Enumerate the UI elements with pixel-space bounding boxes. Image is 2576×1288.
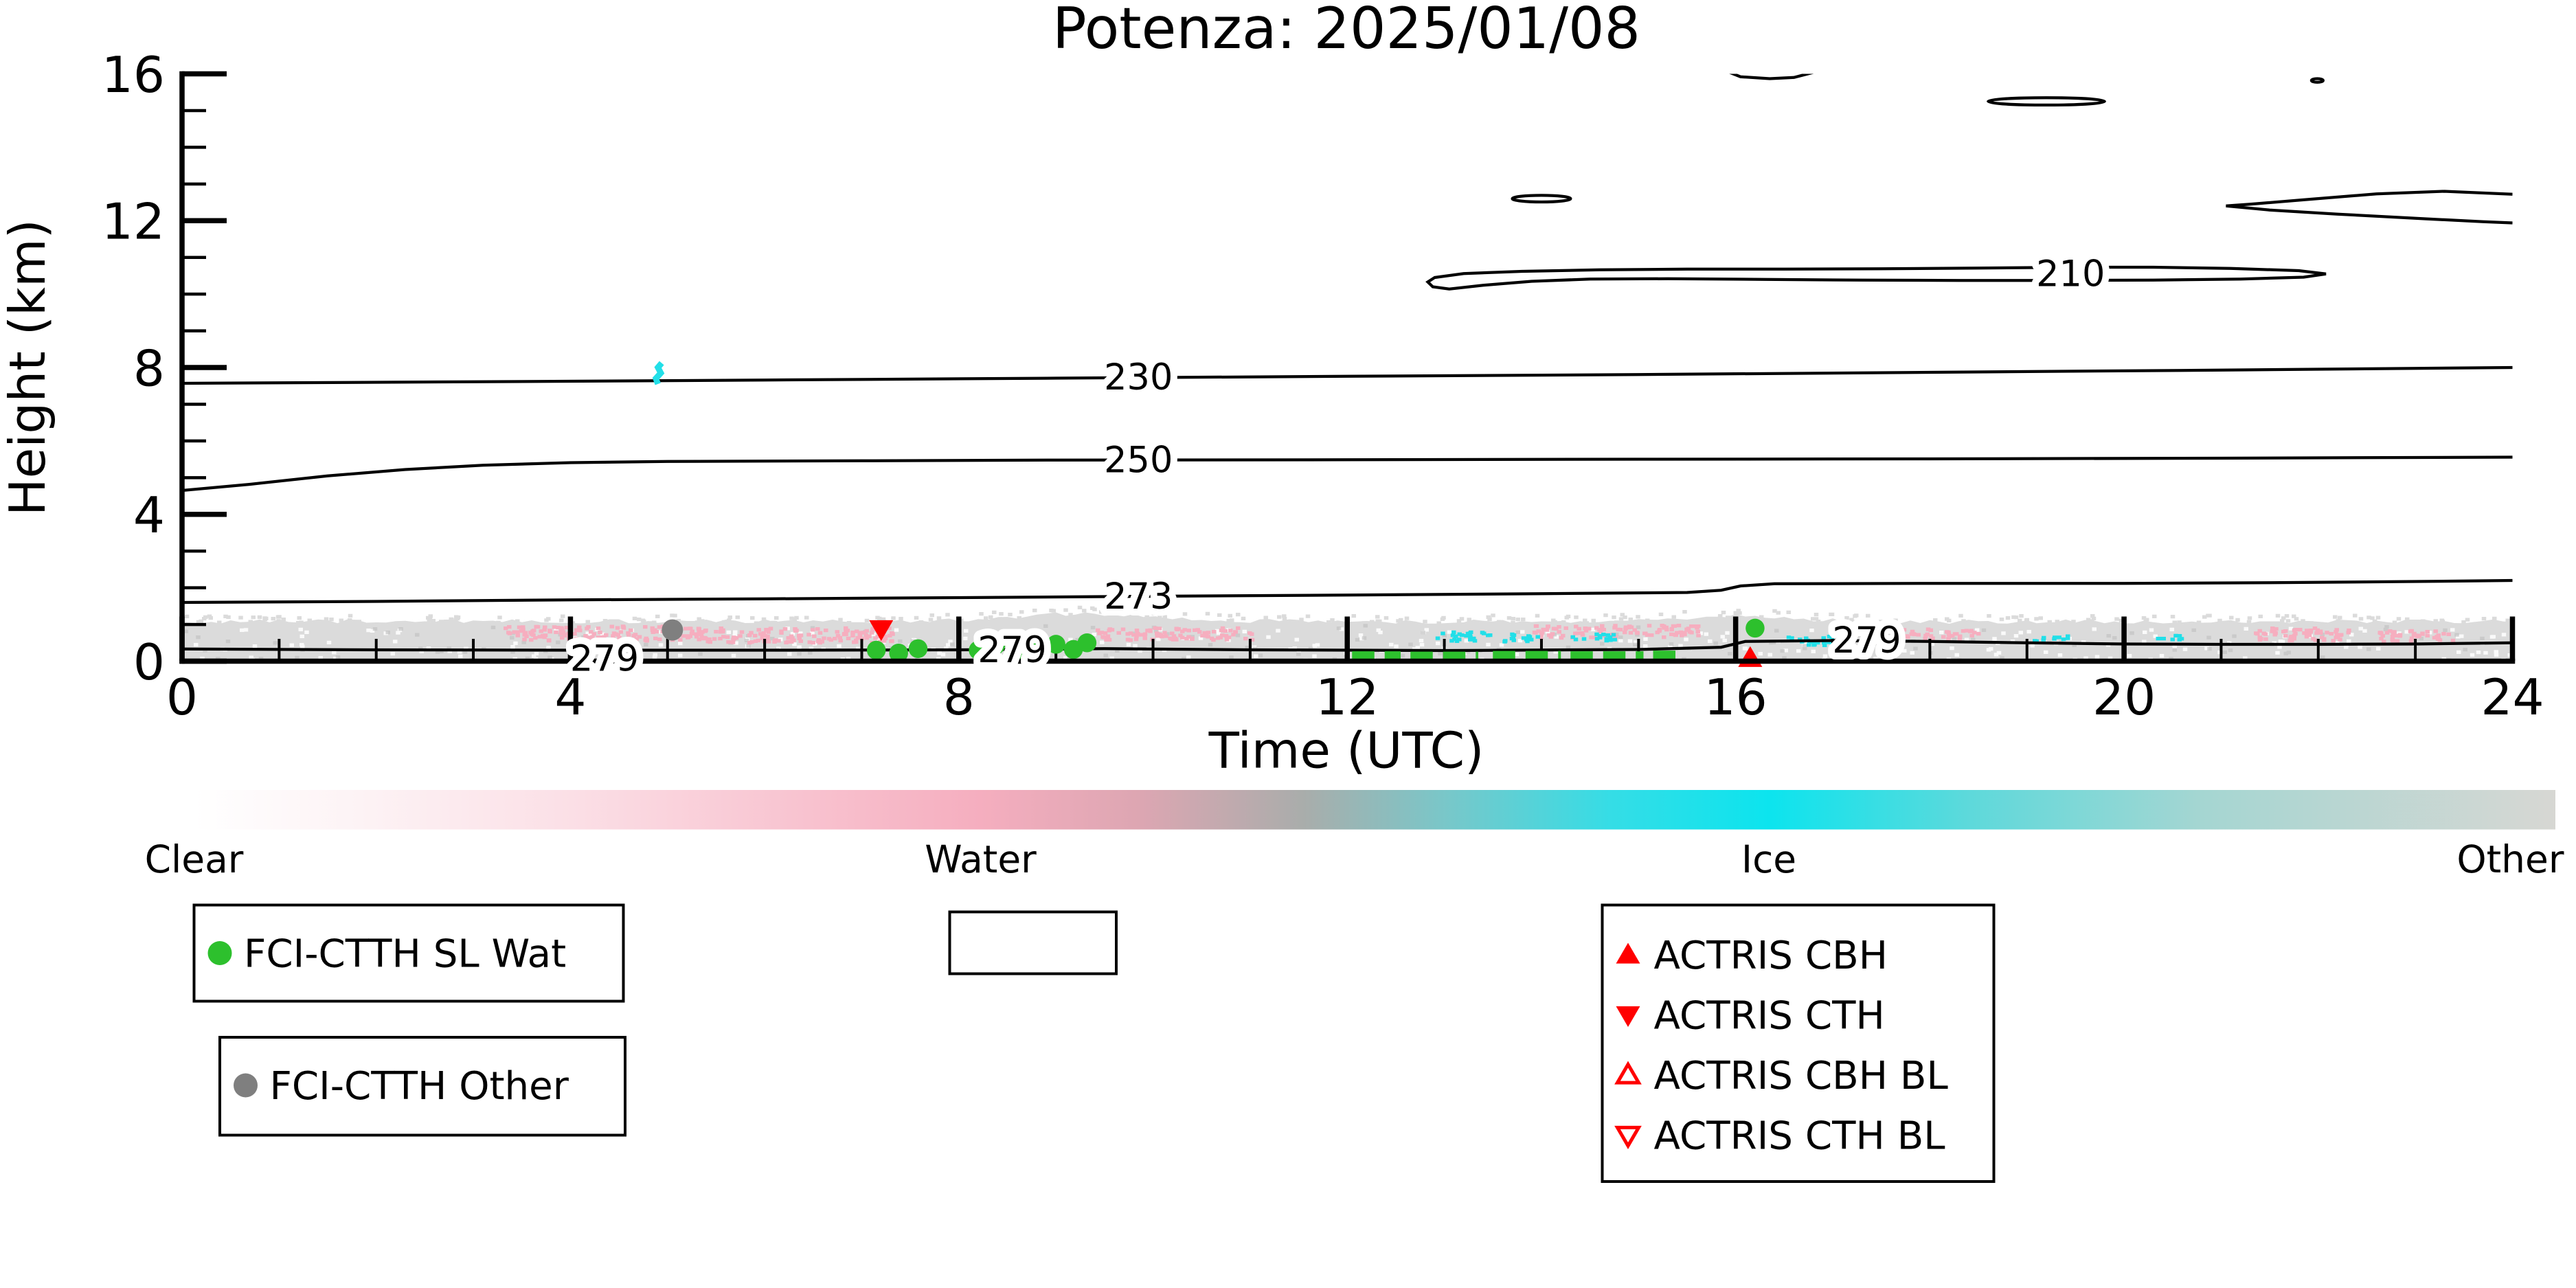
temperature-contour: [2226, 190, 2513, 225]
legend-label-actris: ACTRIS CBH: [1654, 934, 1888, 978]
legend-fci-sl-wat: FCI-CTTH SL Wat: [192, 903, 625, 1003]
fci-sl-wat-marker: [1745, 618, 1765, 638]
colorbar-label: Other: [2456, 837, 2564, 881]
contour-label: 210: [2036, 253, 2105, 295]
fci-sl-wat-marker: [969, 640, 988, 660]
legend-label-fci-sl-wat: FCI-CTTH SL Wat: [244, 932, 566, 977]
legend-box: [218, 1036, 626, 1137]
fci-sl-wat-marker: [889, 643, 908, 663]
legend-item-actris: ACTRIS CTH BL: [1614, 1114, 1946, 1159]
x-tick-labels: 0 4 8 12 16 20 24: [166, 669, 2544, 727]
x-tick-label: 8: [943, 669, 975, 727]
fci-sl-wat-marker: [1077, 633, 1097, 653]
x-tick-label: 16: [1704, 669, 1767, 727]
legend-label-actris: ACTRIS CTH BL: [1654, 1114, 1946, 1159]
legend-item-actris: ACTRIS CBH: [1616, 934, 1888, 978]
fci-sl-wat-marker: [1007, 641, 1027, 661]
temperature-contour: [182, 578, 2513, 605]
fci-sl-wat-marker: [866, 640, 886, 660]
y-tick-label: 12: [102, 194, 165, 251]
x-tick-label: 20: [2092, 669, 2156, 727]
fci-sl-wat-marker: [986, 635, 1006, 655]
band-top-speckle: [184, 605, 2510, 625]
contour-label: 279: [1832, 620, 1901, 662]
colorbar-label: Clear: [145, 837, 244, 881]
triangle-down-open-icon: [1614, 1125, 1642, 1149]
chart-title: Potenza: 2025/01/08: [1052, 0, 1640, 62]
y-tick-label: 0: [133, 634, 165, 692]
temperature-contours: [182, 74, 2513, 653]
x-tick-label: 24: [2481, 669, 2544, 727]
x-tick-label: 0: [166, 669, 198, 727]
triangle-up-filled-icon: [1616, 942, 1640, 964]
temperature-contour: [1729, 74, 1814, 80]
classification-colorbar: [194, 790, 2555, 830]
x-axis-label: Time (UTC): [1208, 723, 1484, 780]
legend-item-actris: ACTRIS CTH: [1616, 994, 1885, 1039]
legend-box: [192, 903, 625, 1003]
actris-cth-marker: [869, 620, 894, 641]
contour-label: 230: [1104, 357, 1173, 398]
colorbar-label: Water: [925, 837, 1037, 881]
legend-actris: ACTRIS CBH ACTRIS CTH ACTRIS CBH BL ACTRIS …: [1601, 903, 1996, 1183]
x-tick-label: 12: [1315, 669, 1379, 727]
y-axis-label: Height (km): [0, 219, 57, 516]
contour-label: 279: [570, 637, 639, 679]
x-tick-label: 4: [554, 669, 586, 727]
triangle-up-open-icon: [1614, 1061, 1642, 1085]
y-tick-label: 4: [133, 487, 165, 545]
temperature-contour: [1425, 265, 2327, 291]
axis-ticks: [179, 71, 2516, 664]
band-ice-patches: [1435, 630, 2184, 648]
fci-sl-wat-marker: [1025, 642, 1044, 662]
legend-box: [1601, 903, 1996, 1183]
fci-other-marker: [662, 619, 683, 641]
legend-item-actris: ACTRIS CBH BL: [1614, 1054, 1949, 1098]
colorbar-labels: Clear Water Ice Other: [145, 837, 2564, 881]
y-tick-label: 16: [102, 47, 165, 104]
fci-sl-wat-marker: [908, 639, 928, 659]
gray-dot-icon: [234, 1073, 258, 1098]
legend-label-actris: ACTRIS CBH BL: [1654, 1054, 1949, 1098]
legend-fci-other: FCI-CTTH Other: [218, 1036, 626, 1137]
fci-sl-wat-marker: [1046, 635, 1065, 654]
contour-label: 250: [1104, 439, 1173, 481]
contour-labels: 210 230 250 273 279 279 279: [563, 246, 2112, 686]
temperature-contour: [182, 455, 2513, 493]
temperature-contour: [1987, 96, 2106, 107]
observation-markers: [652, 361, 1765, 667]
legend-actris-rows: ACTRIS CBH ACTRIS CTH ACTRIS CBH BL ACTRIS …: [1614, 934, 1949, 1159]
legend-label-actris: ACTRIS CTH: [1654, 994, 1885, 1039]
triangle-down-filled-icon: [1616, 1006, 1640, 1027]
temperature-contour: [182, 365, 2513, 385]
ice-streak-marker: [652, 361, 665, 385]
contour-label: 273: [1104, 576, 1173, 618]
band-water-patches: [504, 624, 2456, 645]
y-tick-labels: 0 4 8 12 16: [102, 47, 165, 692]
green-dot-icon: [207, 941, 232, 965]
colorbar-label: Ice: [1741, 837, 1796, 881]
axes-frame: [179, 71, 2516, 664]
temperature-contour: [1511, 194, 1572, 204]
legend-label-fci-other: FCI-CTTH Other: [270, 1064, 569, 1109]
y-tick-label: 8: [133, 340, 165, 398]
contour-label: 279: [978, 629, 1046, 671]
temperature-contour: [2309, 77, 2325, 84]
legend-box-empty: [948, 910, 1118, 975]
